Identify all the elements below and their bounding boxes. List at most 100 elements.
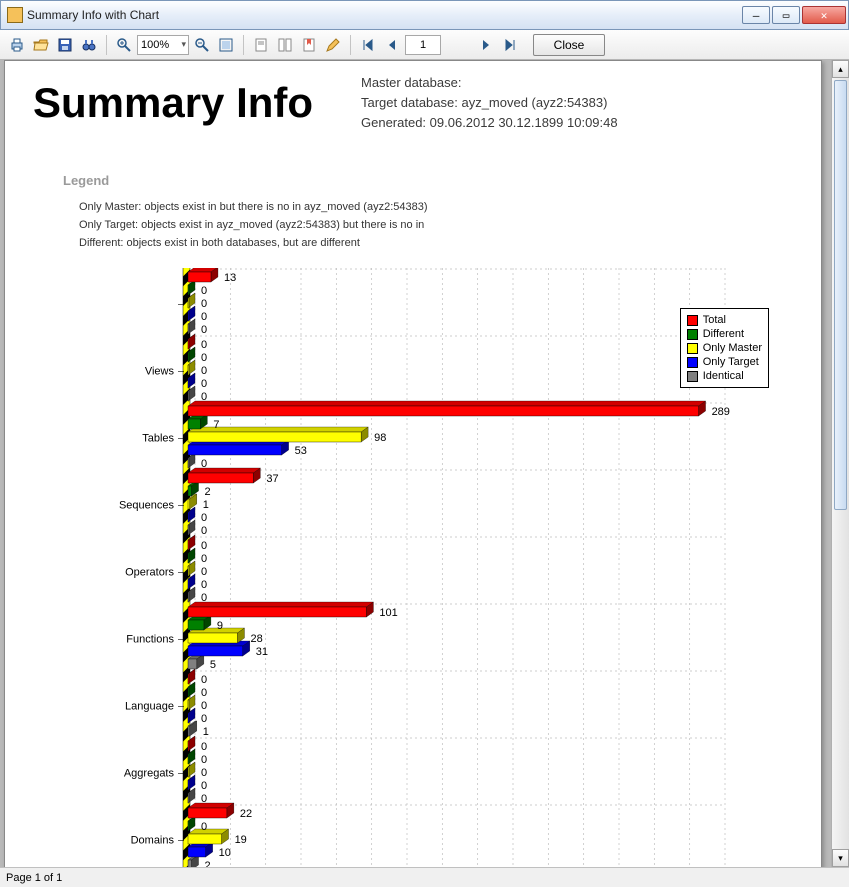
pencil-icon bbox=[325, 37, 341, 53]
chart-legend-item: Different bbox=[687, 327, 762, 341]
chart-legend-item: Only Target bbox=[687, 355, 762, 369]
svg-text:53: 53 bbox=[295, 445, 307, 457]
page-icon bbox=[253, 37, 269, 53]
report-nav-4-button[interactable] bbox=[322, 34, 344, 56]
last-page-button[interactable] bbox=[499, 34, 521, 56]
svg-text:0: 0 bbox=[201, 324, 207, 336]
titlebar: Summary Info with Chart – ▭ ✕ bbox=[0, 0, 849, 30]
svg-text:0: 0 bbox=[201, 579, 207, 591]
report-nav-3-button[interactable] bbox=[298, 34, 320, 56]
legend-description: Only Master: objects exist in but there … bbox=[79, 198, 801, 252]
window-close-button[interactable]: ✕ bbox=[802, 6, 846, 24]
chart-legend-item: Identical bbox=[687, 369, 762, 383]
legend-line: Only Master: objects exist in but there … bbox=[79, 198, 801, 216]
svg-text:0: 0 bbox=[201, 512, 207, 524]
open-button[interactable] bbox=[30, 34, 52, 56]
legend-swatch bbox=[687, 357, 698, 368]
scroll-track[interactable] bbox=[832, 512, 849, 849]
svg-text:19: 19 bbox=[235, 834, 247, 846]
svg-text:9: 9 bbox=[217, 620, 223, 632]
svg-text:Language: Language bbox=[125, 701, 174, 713]
legend-swatch bbox=[687, 343, 698, 354]
zoom-out-button[interactable] bbox=[191, 34, 213, 56]
svg-text:Operators: Operators bbox=[125, 567, 174, 579]
report-close-button[interactable]: Close bbox=[533, 34, 605, 56]
document-viewport[interactable]: Summary Info Master database: Target dat… bbox=[0, 60, 831, 867]
svg-text:10: 10 bbox=[219, 847, 231, 859]
chart-legend-item: Total bbox=[687, 313, 762, 327]
report-nav-2-button[interactable] bbox=[274, 34, 296, 56]
legend-label: Different bbox=[703, 328, 744, 340]
meta-master: Master database: bbox=[361, 73, 801, 93]
zoom-in-button[interactable] bbox=[113, 34, 135, 56]
first-page-button[interactable] bbox=[357, 34, 379, 56]
legend-label: Only Master bbox=[703, 342, 762, 354]
scroll-down-button[interactable]: ▾ bbox=[832, 849, 849, 867]
scroll-thumb[interactable] bbox=[834, 80, 847, 510]
svg-text:0: 0 bbox=[201, 365, 207, 377]
svg-text:Domains: Domains bbox=[131, 835, 175, 847]
svg-text:31: 31 bbox=[256, 646, 268, 658]
legend-line: Only Target: objects exist in ayz_moved … bbox=[79, 216, 801, 234]
meta-generated: Generated: 09.06.2012 30.12.1899 10:09:4… bbox=[361, 113, 801, 133]
fullscreen-button[interactable] bbox=[215, 34, 237, 56]
find-button[interactable] bbox=[78, 34, 100, 56]
printer-icon bbox=[9, 37, 25, 53]
svg-text:0: 0 bbox=[201, 540, 207, 552]
report-nav-1-button[interactable] bbox=[250, 34, 272, 56]
nav-last-icon bbox=[502, 37, 518, 53]
svg-text:28: 28 bbox=[250, 633, 262, 645]
chart: 00001300000Views053987289Tables001237Seq… bbox=[33, 268, 801, 867]
svg-text:Tables: Tables bbox=[142, 433, 174, 445]
statusbar: Page 1 of 1 bbox=[0, 867, 849, 887]
report-meta: Master database: Target database: ayz_mo… bbox=[361, 73, 801, 133]
svg-text:0: 0 bbox=[201, 767, 207, 779]
svg-text:0: 0 bbox=[201, 553, 207, 565]
svg-text:7: 7 bbox=[213, 419, 219, 431]
print-button[interactable] bbox=[6, 34, 28, 56]
zoom-combo[interactable]: 100% bbox=[137, 35, 189, 55]
status-text: Page 1 of 1 bbox=[6, 872, 62, 884]
svg-text:0: 0 bbox=[201, 298, 207, 310]
meta-target: Target database: ayz_moved (ayz2:54383) bbox=[361, 93, 801, 113]
window-buttons: – ▭ ✕ bbox=[742, 6, 846, 24]
legend-line: Different: objects exist in both databas… bbox=[79, 234, 801, 252]
svg-text:13: 13 bbox=[224, 272, 236, 284]
floppy-icon bbox=[57, 37, 73, 53]
page-number-input[interactable] bbox=[405, 35, 441, 55]
next-page-button[interactable] bbox=[475, 34, 497, 56]
svg-text:0: 0 bbox=[201, 741, 207, 753]
vertical-scrollbar[interactable]: ▴ ▾ bbox=[831, 60, 849, 867]
legend-label: Identical bbox=[703, 370, 744, 382]
svg-text:0: 0 bbox=[201, 713, 207, 725]
svg-text:98: 98 bbox=[374, 432, 386, 444]
svg-text:Sequences: Sequences bbox=[119, 500, 175, 512]
svg-text:0: 0 bbox=[201, 687, 207, 699]
svg-text:0: 0 bbox=[201, 566, 207, 578]
chart-legend-item: Only Master bbox=[687, 341, 762, 355]
app-icon bbox=[7, 7, 23, 23]
legend-swatch bbox=[687, 371, 698, 382]
legend-label: Only Target bbox=[703, 356, 759, 368]
zoom-value: 100% bbox=[141, 39, 169, 51]
page-bookmark-icon bbox=[301, 37, 317, 53]
svg-text:0: 0 bbox=[201, 339, 207, 351]
svg-text:Aggregats: Aggregats bbox=[124, 768, 175, 780]
legend-swatch bbox=[687, 329, 698, 340]
scroll-up-button[interactable]: ▴ bbox=[832, 60, 849, 78]
folder-open-icon bbox=[33, 37, 49, 53]
svg-text:0: 0 bbox=[201, 285, 207, 297]
maximize-button[interactable]: ▭ bbox=[772, 6, 800, 24]
page-tree-icon bbox=[277, 37, 293, 53]
svg-text:0: 0 bbox=[201, 700, 207, 712]
svg-text:0: 0 bbox=[201, 352, 207, 364]
nav-next-icon bbox=[478, 37, 494, 53]
svg-text:5: 5 bbox=[210, 659, 216, 671]
report-page: Summary Info Master database: Target dat… bbox=[4, 60, 822, 867]
minimize-button[interactable]: – bbox=[742, 6, 770, 24]
svg-text:22: 22 bbox=[240, 808, 252, 820]
svg-text:0: 0 bbox=[201, 754, 207, 766]
prev-page-button[interactable] bbox=[381, 34, 403, 56]
svg-text:101: 101 bbox=[379, 607, 397, 619]
save-button[interactable] bbox=[54, 34, 76, 56]
